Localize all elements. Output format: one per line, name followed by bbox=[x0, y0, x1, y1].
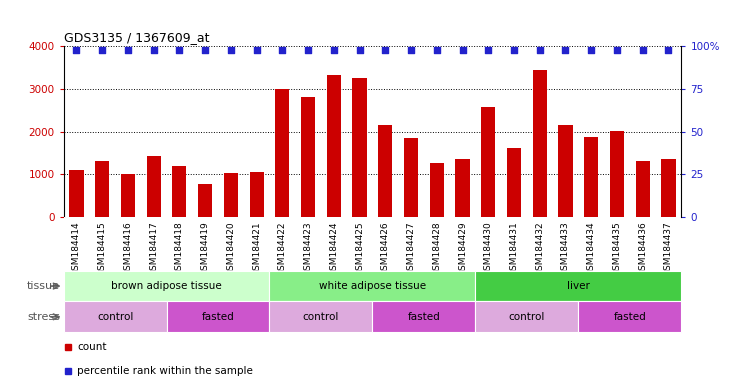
Bar bbox=[507, 148, 521, 217]
Bar bbox=[610, 131, 624, 217]
Text: GSM184414: GSM184414 bbox=[72, 221, 81, 276]
Bar bbox=[455, 159, 469, 217]
Text: control: control bbox=[97, 312, 133, 322]
Point bbox=[71, 47, 83, 53]
Text: GSM184428: GSM184428 bbox=[432, 221, 442, 276]
Bar bbox=[584, 137, 598, 217]
Bar bbox=[270, 301, 372, 332]
Bar bbox=[167, 301, 270, 332]
Text: fasted: fasted bbox=[408, 312, 440, 322]
Point bbox=[611, 47, 623, 53]
Point bbox=[200, 47, 211, 53]
Text: stress: stress bbox=[27, 312, 60, 322]
Text: GSM184433: GSM184433 bbox=[561, 221, 570, 276]
Bar bbox=[327, 75, 341, 217]
Bar bbox=[578, 301, 681, 332]
Bar bbox=[147, 156, 161, 217]
Text: white adipose tissue: white adipose tissue bbox=[319, 281, 426, 291]
Point bbox=[354, 47, 366, 53]
Text: fasted: fasted bbox=[613, 312, 646, 322]
Bar bbox=[378, 125, 393, 217]
Bar bbox=[224, 172, 238, 217]
Bar bbox=[475, 301, 578, 332]
Point bbox=[302, 47, 314, 53]
Point bbox=[637, 47, 648, 53]
Text: fasted: fasted bbox=[202, 312, 235, 322]
Text: GSM184436: GSM184436 bbox=[638, 221, 647, 276]
Text: GSM184424: GSM184424 bbox=[330, 221, 338, 276]
Text: tissue: tissue bbox=[27, 281, 60, 291]
Text: GSM184417: GSM184417 bbox=[149, 221, 158, 276]
Text: GSM184430: GSM184430 bbox=[484, 221, 493, 276]
Text: GSM184431: GSM184431 bbox=[510, 221, 518, 276]
Bar bbox=[276, 89, 289, 217]
Bar bbox=[372, 301, 475, 332]
Text: GDS3135 / 1367609_at: GDS3135 / 1367609_at bbox=[64, 31, 209, 44]
Bar bbox=[430, 163, 444, 217]
Bar bbox=[69, 170, 83, 217]
Text: GSM184423: GSM184423 bbox=[303, 221, 313, 276]
Point bbox=[508, 47, 520, 53]
Bar bbox=[352, 78, 367, 217]
Text: GSM184415: GSM184415 bbox=[98, 221, 107, 276]
Point bbox=[173, 47, 185, 53]
Point bbox=[431, 47, 443, 53]
Bar bbox=[95, 161, 109, 217]
Point bbox=[96, 47, 108, 53]
Bar bbox=[198, 184, 212, 217]
Text: percentile rank within the sample: percentile rank within the sample bbox=[77, 366, 254, 376]
Point bbox=[276, 47, 288, 53]
Text: brown adipose tissue: brown adipose tissue bbox=[111, 281, 222, 291]
Bar bbox=[301, 98, 315, 217]
Point bbox=[405, 47, 417, 53]
Text: GSM184435: GSM184435 bbox=[613, 221, 621, 276]
Text: GSM184419: GSM184419 bbox=[200, 221, 210, 276]
Bar bbox=[404, 138, 418, 217]
Point bbox=[560, 47, 572, 53]
Text: GSM184427: GSM184427 bbox=[406, 221, 415, 276]
Bar bbox=[558, 125, 572, 217]
Point bbox=[251, 47, 262, 53]
Text: GSM184432: GSM184432 bbox=[535, 221, 545, 276]
Point bbox=[586, 47, 597, 53]
Point bbox=[122, 47, 134, 53]
Bar bbox=[481, 107, 496, 217]
Bar bbox=[64, 271, 270, 301]
Text: GSM184421: GSM184421 bbox=[252, 221, 261, 276]
Bar bbox=[64, 301, 167, 332]
Text: GSM184437: GSM184437 bbox=[664, 221, 673, 276]
Bar bbox=[662, 159, 675, 217]
Text: liver: liver bbox=[567, 281, 590, 291]
Text: GSM184425: GSM184425 bbox=[355, 221, 364, 276]
Text: GSM184418: GSM184418 bbox=[175, 221, 184, 276]
Bar bbox=[121, 174, 135, 217]
Bar bbox=[475, 271, 681, 301]
Text: GSM184426: GSM184426 bbox=[381, 221, 390, 276]
Bar bbox=[173, 166, 186, 217]
Point bbox=[662, 47, 674, 53]
Point bbox=[457, 47, 469, 53]
Text: count: count bbox=[77, 342, 107, 352]
Bar bbox=[270, 271, 475, 301]
Point bbox=[148, 47, 159, 53]
Point bbox=[379, 47, 391, 53]
Text: GSM184422: GSM184422 bbox=[278, 221, 287, 276]
Text: control: control bbox=[303, 312, 339, 322]
Point bbox=[328, 47, 340, 53]
Point bbox=[225, 47, 237, 53]
Text: GSM184416: GSM184416 bbox=[124, 221, 132, 276]
Bar bbox=[249, 172, 264, 217]
Point bbox=[534, 47, 545, 53]
Text: GSM184434: GSM184434 bbox=[587, 221, 596, 276]
Text: control: control bbox=[509, 312, 545, 322]
Point bbox=[482, 47, 494, 53]
Bar bbox=[533, 70, 547, 217]
Text: GSM184429: GSM184429 bbox=[458, 221, 467, 276]
Text: GSM184420: GSM184420 bbox=[227, 221, 235, 276]
Bar bbox=[636, 161, 650, 217]
